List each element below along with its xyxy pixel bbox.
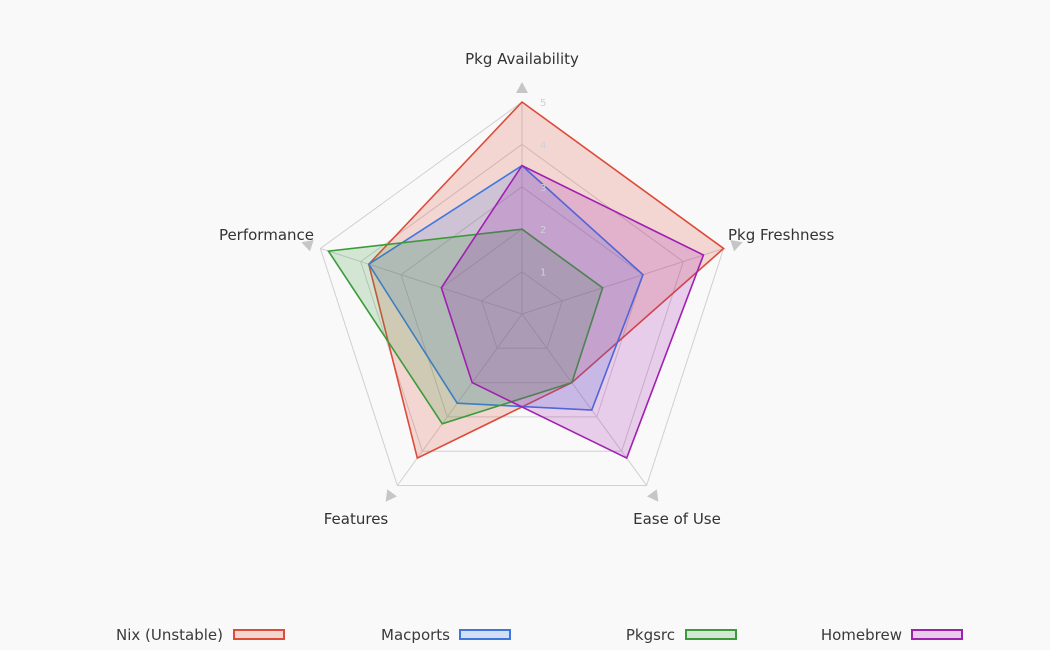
axis-spoke (320, 248, 523, 315)
axis-spoke (521, 248, 724, 315)
legend-swatch (233, 629, 285, 640)
radar-series-layer (327, 100, 725, 460)
legend-item[interactable]: Macports (381, 626, 511, 644)
legend-swatch (911, 629, 963, 640)
axis-arrow-icon (301, 240, 314, 252)
series-area-2[interactable] (367, 164, 644, 411)
grid-ring-3 (400, 186, 644, 418)
legend-item[interactable]: Nix (Unstable) (116, 626, 285, 644)
axis-arrow-icon (516, 82, 528, 93)
axis-label: Pkg Freshness (728, 226, 834, 244)
series-area-1[interactable] (367, 100, 725, 460)
axis-label: Pkg Availability (465, 50, 579, 68)
axis-arrow-icon (730, 240, 743, 252)
legend-item[interactable]: Pkgsrc (626, 626, 737, 644)
axis-arrow-icon (647, 489, 659, 502)
legend-label: Macports (381, 626, 450, 644)
grid-ring-1 (481, 270, 563, 349)
legend-label: Nix (Unstable) (116, 626, 223, 644)
tick-label: 2 (540, 225, 546, 236)
chart-legend: Nix (Unstable) Macports Pkgsrc Homebrew (116, 626, 963, 644)
radar-tick-labels: 1 2 3 4 5 (540, 98, 546, 279)
axis-label: Features (324, 510, 389, 528)
legend-label: Pkgsrc (626, 626, 675, 644)
legend-swatch (685, 629, 737, 640)
radar-axis-labels: Pkg Availability Pkg Freshness Ease of Use… (219, 50, 835, 528)
axis-label: Ease of Use (633, 510, 721, 528)
grid-ring-4 (360, 143, 684, 452)
legend-item[interactable]: Homebrew (821, 626, 963, 644)
axis-label: Performance (219, 226, 314, 244)
legend-swatch (459, 629, 511, 640)
series-area-3[interactable] (327, 228, 604, 425)
series-area-4[interactable] (440, 164, 705, 460)
tick-label: 1 (540, 268, 546, 279)
tick-label: 4 (540, 140, 546, 151)
tick-label: 3 (540, 183, 546, 194)
tick-label: 5 (540, 98, 546, 109)
axis-arrow-icon (385, 489, 397, 502)
legend-label: Homebrew (821, 626, 902, 644)
